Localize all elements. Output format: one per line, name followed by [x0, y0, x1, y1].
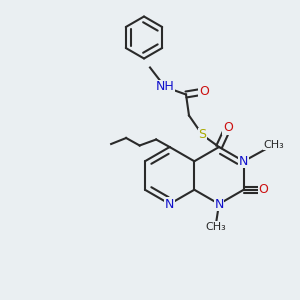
Text: S: S [199, 128, 206, 142]
Text: N: N [239, 155, 248, 168]
Text: CH₃: CH₃ [263, 140, 284, 150]
Text: O: O [258, 183, 268, 196]
Text: N: N [165, 197, 174, 211]
Text: O: O [223, 121, 233, 134]
Text: NH: NH [156, 80, 174, 94]
Text: N: N [214, 197, 224, 211]
Text: O: O [199, 85, 209, 98]
Text: CH₃: CH₃ [206, 221, 226, 232]
